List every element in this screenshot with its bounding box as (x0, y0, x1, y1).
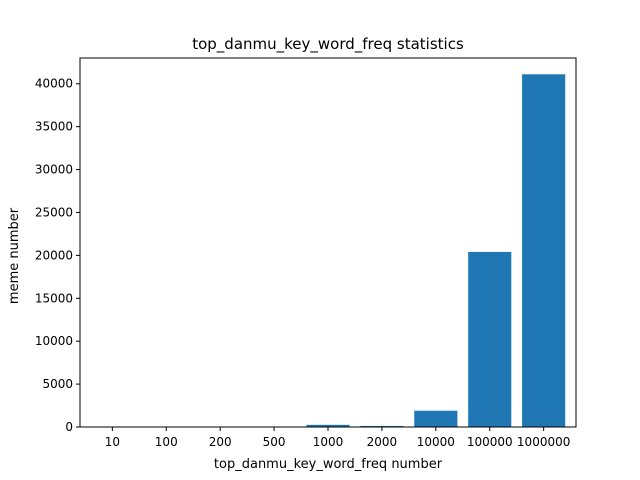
x-tick-label: 1000000 (517, 435, 570, 449)
x-tick-label: 100 (155, 435, 178, 449)
x-tick-label: 500 (263, 435, 286, 449)
bar-1000 (306, 424, 350, 427)
y-tick-label: 35000 (35, 120, 73, 134)
y-tick-label: 30000 (35, 163, 73, 177)
x-tick-label: 2000 (367, 435, 398, 449)
chart-title: top_danmu_key_word_freq statistics (192, 35, 464, 54)
y-tick-label: 0 (65, 420, 73, 434)
x-tick-label: 1000 (313, 435, 344, 449)
x-tick-label: 10 (105, 435, 120, 449)
bar-1000000 (522, 74, 566, 428)
plot-frame (79, 57, 577, 428)
y-tick-label: 40000 (35, 77, 73, 91)
x-axis-ticks: 10 100 200 500 1000 2000 10000 100000 1000000 (105, 427, 570, 449)
y-tick-label: 25000 (35, 205, 73, 219)
bar-10000 (414, 410, 458, 427)
x-tick-label: 100000 (467, 435, 513, 449)
x-tick-label: 200 (209, 435, 232, 449)
x-axis-label: top_danmu_key_word_freq number (214, 457, 443, 472)
y-tick-label: 5000 (42, 377, 73, 391)
y-axis-ticks: 0 5000 10000 15000 20000 25000 30000 35000 40000 (35, 77, 80, 434)
bar-100000 (468, 251, 512, 427)
x-tick-label: 10000 (417, 435, 455, 449)
bar-2000 (360, 425, 404, 427)
y-tick-label: 20000 (35, 248, 73, 262)
y-tick-label: 15000 (35, 291, 73, 305)
y-axis-label: meme number (7, 207, 22, 304)
bars-group (90, 74, 566, 428)
y-tick-label: 10000 (35, 334, 73, 348)
